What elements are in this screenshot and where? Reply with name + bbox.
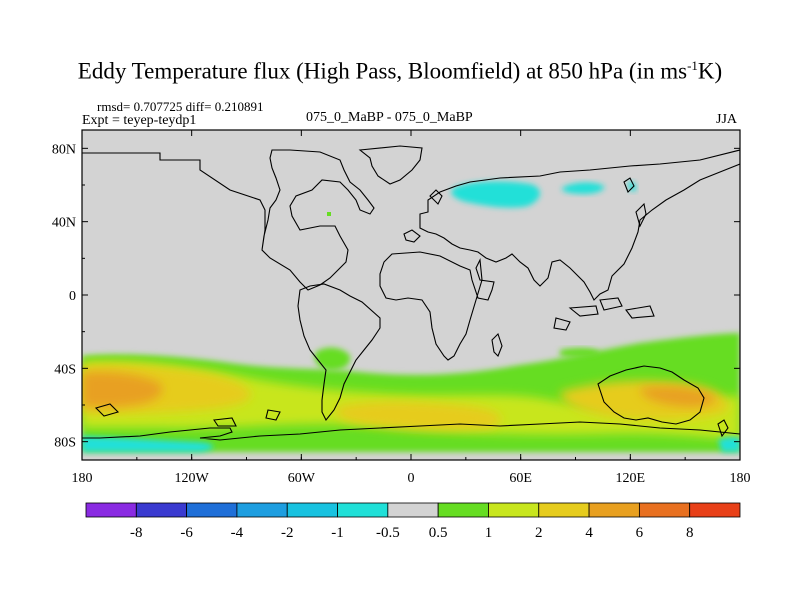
coastlines xyxy=(82,145,740,441)
region-southern-ocean-yellow xyxy=(82,361,740,440)
colorbar-label: -6 xyxy=(180,525,193,541)
region-south-america-green xyxy=(314,347,351,371)
madagascar-coast xyxy=(491,332,503,357)
x-tick-label: 0 xyxy=(408,471,415,486)
y-tick-label: 40N xyxy=(52,216,76,231)
south-america-coast xyxy=(297,283,381,422)
colorbar-swatch xyxy=(488,502,540,518)
maritime-continent xyxy=(553,297,655,331)
rmsd-diff-label: rmsd= 0.707725 diff= 0.210891 xyxy=(97,99,264,114)
colorbar-label: -8 xyxy=(130,525,143,541)
colorbar-swatch xyxy=(437,502,489,518)
colorbar-swatch xyxy=(337,502,389,518)
y-tick-label: 0 xyxy=(69,289,76,304)
region-south-indian-core xyxy=(640,386,716,407)
australia-coast xyxy=(597,365,705,425)
colorbar-swatch xyxy=(689,502,741,518)
speck-green xyxy=(327,212,331,216)
colorbar-swatch xyxy=(236,502,288,518)
region-south-pacific-core xyxy=(82,372,163,408)
y-tick-label: 80N xyxy=(52,142,76,157)
x-tick-label: 120W xyxy=(175,471,210,486)
colorbar-swatch xyxy=(387,502,439,518)
colorbar-swatch xyxy=(538,502,590,518)
colorbar-label: -2 xyxy=(281,525,294,541)
colorbar-label: 4 xyxy=(585,525,593,541)
region-east-asia-green xyxy=(560,347,600,358)
region-eurasia-negative xyxy=(451,181,540,208)
colorbar-label: 0.5 xyxy=(429,525,448,541)
colorbar-swatch xyxy=(186,502,238,518)
y-tick-label: 80S xyxy=(54,436,76,451)
colorbar-label: -1 xyxy=(331,525,344,541)
region-south-atlantic-yellow xyxy=(335,401,502,431)
x-tick-label: 120E xyxy=(616,471,646,486)
africa-coast xyxy=(379,251,495,361)
chart-title: Eddy Temperature flux (High Pass, Bloomf… xyxy=(77,58,723,84)
colorbar-swatch xyxy=(135,502,188,518)
x-tick-label: 180 xyxy=(730,471,751,486)
y-tick-label: 40S xyxy=(54,362,76,377)
colorbar-label: -0.5 xyxy=(376,525,400,541)
colorbar-swatch xyxy=(286,502,338,518)
north-america-coast xyxy=(82,149,375,291)
case-label: 075_0_MaBP - 075_0_MaBP xyxy=(306,110,473,125)
japan-coast xyxy=(623,177,647,228)
colorbar-label: -4 xyxy=(231,525,244,541)
colorbar-label: 2 xyxy=(535,525,543,541)
x-tick-label: 180 xyxy=(72,471,93,486)
colorbar-label: 1 xyxy=(485,525,493,541)
region-siberia-negative-east xyxy=(628,181,637,192)
colorbar-swatch xyxy=(85,502,137,518)
region-antarctic-coast-negative-east xyxy=(718,437,740,452)
antarctica-coast xyxy=(82,421,740,441)
colorbar-label: 8 xyxy=(686,525,694,541)
colorbar-label: 6 xyxy=(636,525,644,541)
experiment-label: Expt = teyep-teydp1 xyxy=(82,113,197,128)
season-label: JJA xyxy=(716,112,738,127)
antarctica-detail xyxy=(94,403,281,427)
colorbar-swatch xyxy=(638,502,691,518)
eurasia-coast xyxy=(419,149,740,301)
colorbar-swatch xyxy=(588,502,640,518)
flux-field xyxy=(82,181,740,452)
x-tick-label: 60W xyxy=(288,471,316,486)
europe-detail xyxy=(403,189,443,243)
region-antarctic-coast-negative xyxy=(82,436,214,452)
x-tick-label: 60E xyxy=(509,471,532,486)
greenland-coast xyxy=(358,145,423,185)
region-siberia-negative xyxy=(561,182,605,194)
